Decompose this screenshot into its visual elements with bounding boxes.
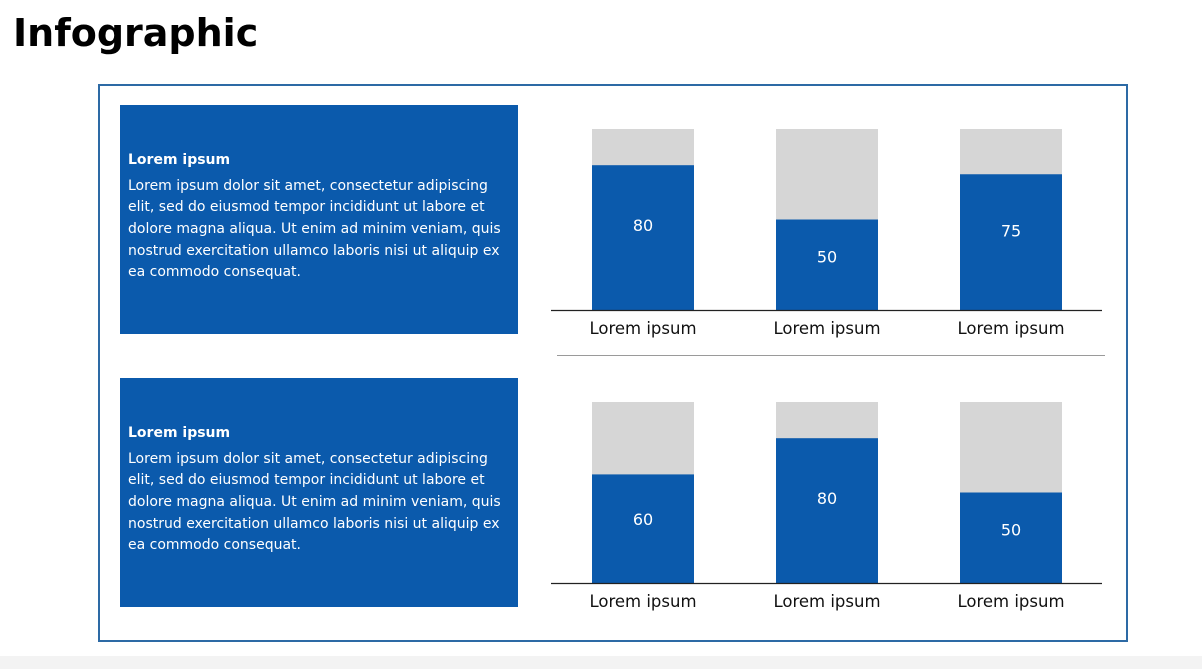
category-label: Lorem ipsum [773, 319, 880, 338]
bar [960, 492, 1062, 583]
text-panel-2: Lorem ipsum Lorem ipsum dolor sit amet, … [120, 378, 518, 607]
bottom-strip [0, 656, 1202, 669]
bar-chart-bottom: 60 Lorem ipsum 80 Lorem ipsum 50 Lorem ipsum [551, 402, 1102, 611]
category-label: Lorem ipsum [773, 592, 880, 611]
bar [776, 438, 878, 583]
bar [960, 174, 1062, 310]
bar-chart-top: 80 Lorem ipsum 50 Lorem ipsum 75 Lorem ipsum [551, 129, 1102, 338]
page-title: Infographic [13, 11, 259, 55]
data-label: 75 [1001, 221, 1021, 240]
section-divider [557, 355, 1105, 356]
category-label: Lorem ipsum [589, 319, 696, 338]
data-label: 50 [1001, 521, 1021, 540]
category-label: Lorem ipsum [957, 592, 1064, 611]
bar [776, 219, 878, 310]
text-panel-heading: Lorem ipsum [128, 425, 231, 441]
data-label: 80 [633, 216, 653, 235]
text-panel-1: Lorem ipsum Lorem ipsum dolor sit amet, … [120, 105, 518, 334]
text-panel-heading: Lorem ipsum [128, 152, 231, 168]
data-label: 60 [633, 510, 653, 529]
category-label: Lorem ipsum [589, 592, 696, 611]
data-label: 80 [817, 489, 837, 508]
bar [592, 474, 694, 583]
bar [592, 165, 694, 310]
category-label: Lorem ipsum [957, 319, 1064, 338]
data-label: 50 [817, 248, 837, 267]
text-panel-body: Lorem ipsum dolor sit amet, consectetur … [128, 177, 501, 281]
text-panel-body: Lorem ipsum dolor sit amet, consectetur … [128, 450, 501, 554]
